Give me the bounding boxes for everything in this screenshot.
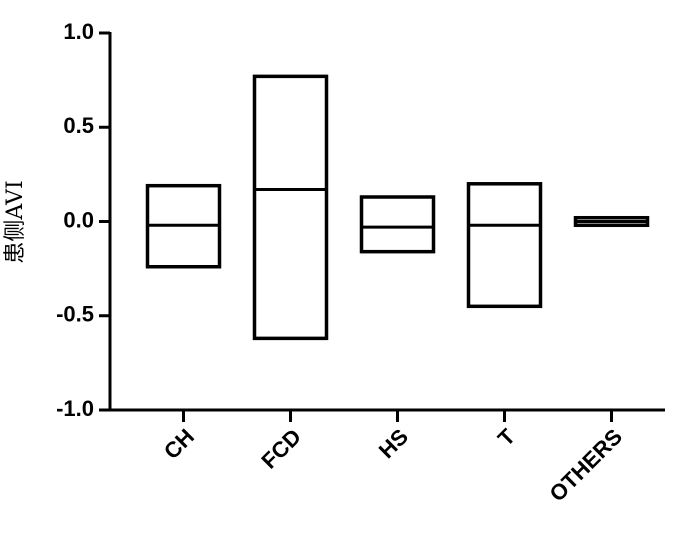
y-tick-label: -0.5: [56, 302, 94, 327]
x-tick-label: FCD: [256, 424, 306, 474]
x-tick-label: OTHERS: [545, 424, 628, 507]
x-tick-label: CH: [159, 424, 199, 464]
range-box: [466, 182, 543, 309]
range-box: [252, 74, 329, 341]
y-axis-label: 患侧AVI: [3, 180, 28, 263]
range-box: [359, 195, 436, 254]
y-tick-label: 0.5: [63, 113, 94, 138]
y-tick-label: 0.0: [63, 207, 94, 232]
y-tick-label: 1.0: [63, 19, 94, 44]
x-tick-label: T: [493, 423, 521, 451]
x-tick-label: HS: [374, 424, 413, 463]
y-tick-label: -1.0: [56, 396, 94, 421]
